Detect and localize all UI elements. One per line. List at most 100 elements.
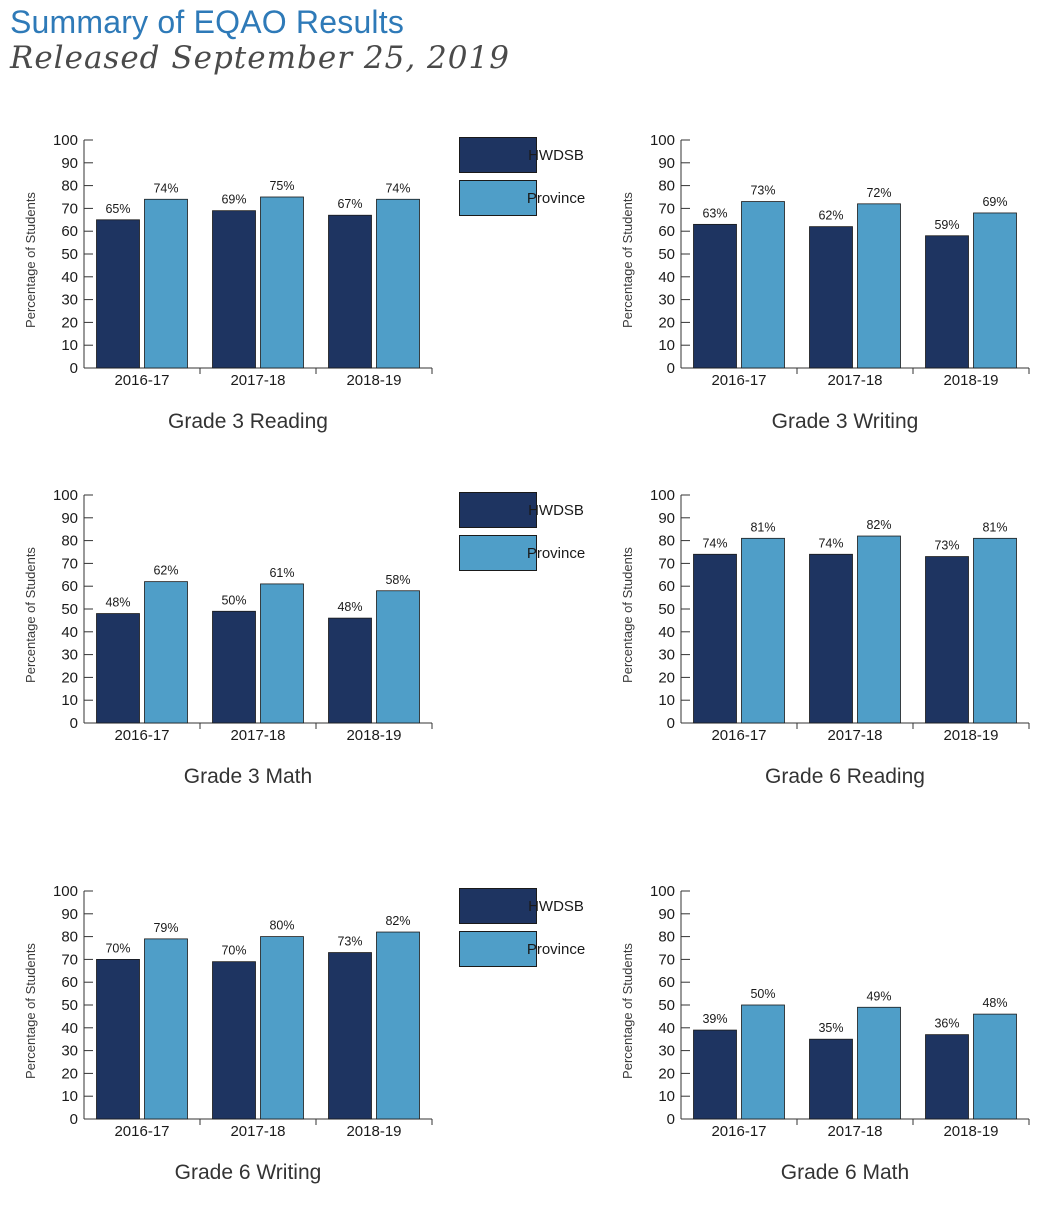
y-axis-label: Percentage of Students <box>23 192 38 328</box>
legend-label-province: Province <box>526 941 586 958</box>
y-tick-label: 50 <box>61 246 78 263</box>
legend-swatch-province <box>459 535 537 571</box>
legend-swatch-hwdsb <box>459 492 537 528</box>
x-tick-label: 2018-19 <box>943 1123 998 1140</box>
bar-province <box>376 590 420 724</box>
y-tick-label: 20 <box>61 669 78 686</box>
x-tick-label: 2018-19 <box>346 372 401 389</box>
bar-hwdsb <box>212 961 256 1120</box>
data-label: 59% <box>934 218 959 232</box>
y-tick-label: 0 <box>70 1111 78 1128</box>
legend-swatch-hwdsb <box>459 888 537 924</box>
data-label: 39% <box>702 1012 727 1026</box>
bar-province <box>144 581 188 724</box>
y-tick-label: 10 <box>658 337 675 354</box>
data-label: 62% <box>153 564 178 578</box>
chart-grade6-writing: 0 10 20 30 40 50 60 70 80 90 100 Percentage of Stud… <box>23 883 433 1184</box>
data-label: 73% <box>750 184 775 198</box>
data-label: 36% <box>934 1017 959 1031</box>
y-tick-label: 10 <box>658 1088 675 1105</box>
chart-grade3-math: 0 10 20 30 40 50 60 70 80 90 100 Percentage of Stud… <box>23 487 433 788</box>
y-tick-label: 30 <box>61 647 78 664</box>
x-tick-label: 2016-17 <box>711 372 766 389</box>
y-tick-label: 50 <box>61 997 78 1014</box>
chart-title: Grade 6 Writing <box>175 1161 322 1184</box>
data-label: 82% <box>866 518 891 532</box>
y-tick-label: 60 <box>61 223 78 240</box>
data-label: 50% <box>750 987 775 1001</box>
y-tick-label: 100 <box>53 132 78 149</box>
bar-hwdsb <box>96 219 140 369</box>
y-tick-label: 0 <box>667 1111 675 1128</box>
data-label: 48% <box>982 996 1007 1010</box>
y-tick-label: 90 <box>658 510 675 527</box>
bar-province <box>376 931 420 1120</box>
y-tick-label: 60 <box>658 578 675 595</box>
y-tick-label: 70 <box>61 951 78 968</box>
chart-title: Grade 3 Math <box>184 765 312 788</box>
y-tick-label: 40 <box>658 624 675 641</box>
y-tick-label: 70 <box>658 951 675 968</box>
bar-hwdsb <box>925 1034 969 1120</box>
bar-hwdsb <box>693 223 737 369</box>
bar-hwdsb <box>328 952 372 1120</box>
bar-hwdsb <box>809 553 853 724</box>
page-title: Summary of EQAO Results <box>10 4 405 40</box>
bar-hwdsb <box>212 210 256 369</box>
y-tick-label: 20 <box>61 314 78 331</box>
bar-hwdsb <box>925 556 969 724</box>
x-tick-label: 2017-18 <box>827 1123 882 1140</box>
y-tick-label: 0 <box>70 715 78 732</box>
data-label: 74% <box>818 536 843 550</box>
data-label: 74% <box>385 181 410 195</box>
bar-hwdsb <box>693 553 737 724</box>
data-label: 81% <box>750 520 775 534</box>
data-label: 74% <box>702 536 727 550</box>
y-tick-label: 70 <box>61 200 78 217</box>
data-label: 35% <box>818 1021 843 1035</box>
legend-label-hwdsb: HWDSB <box>528 147 584 164</box>
bar-hwdsb <box>328 617 372 724</box>
legend-swatch-hwdsb <box>459 137 537 173</box>
x-tick-label: 2017-18 <box>827 372 882 389</box>
y-tick-label: 90 <box>658 906 675 923</box>
y-tick-label: 60 <box>658 223 675 240</box>
data-label: 50% <box>221 593 246 607</box>
y-axis-label: Percentage of Students <box>620 943 635 1079</box>
bar-province <box>260 583 304 724</box>
y-tick-label: 40 <box>61 269 78 286</box>
y-tick-label: 30 <box>658 292 675 309</box>
data-label: 69% <box>221 193 246 207</box>
legend-label-hwdsb: HWDSB <box>528 502 584 519</box>
y-tick-label: 0 <box>667 715 675 732</box>
chart-grade3-writing: 0 10 20 30 40 50 60 70 80 90 100 Percentage of Stud… <box>620 132 1030 433</box>
y-tick-label: 100 <box>650 132 675 149</box>
bar-hwdsb <box>328 214 372 369</box>
bar-hwdsb <box>925 235 969 369</box>
data-label: 65% <box>105 202 130 216</box>
y-axis-label: Percentage of Students <box>620 192 635 328</box>
y-tick-label: 70 <box>61 555 78 572</box>
y-tick-label: 40 <box>61 1020 78 1037</box>
bar-province <box>260 196 304 369</box>
y-tick-label: 100 <box>650 883 675 900</box>
data-label: 61% <box>269 566 294 580</box>
data-label: 82% <box>385 914 410 928</box>
y-tick-label: 60 <box>61 578 78 595</box>
bar-hwdsb <box>96 613 140 724</box>
y-tick-label: 60 <box>61 974 78 991</box>
y-tick-label: 0 <box>70 360 78 377</box>
bar-province <box>144 938 188 1120</box>
data-label: 49% <box>866 989 891 1003</box>
bar-hwdsb <box>693 1029 737 1120</box>
y-tick-label: 10 <box>61 1088 78 1105</box>
x-tick-label: 2016-17 <box>711 727 766 744</box>
y-tick-label: 10 <box>658 692 675 709</box>
y-tick-label: 50 <box>658 601 675 618</box>
data-label: 62% <box>818 209 843 223</box>
y-axis-label: Percentage of Students <box>23 943 38 1079</box>
y-tick-label: 80 <box>61 929 78 946</box>
legend-swatch-province <box>459 931 537 967</box>
y-tick-label: 40 <box>658 269 675 286</box>
chart-title: Grade 6 Math <box>781 1161 909 1184</box>
